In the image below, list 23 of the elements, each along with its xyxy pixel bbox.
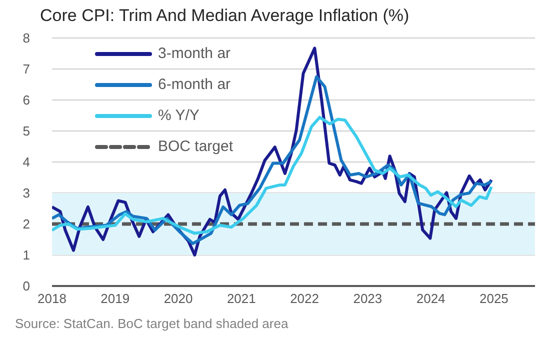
- y-tick-label: 1: [22, 248, 30, 263]
- x-tick-label: 2020: [164, 291, 193, 306]
- x-tick-label: 2022: [290, 291, 320, 306]
- legend-label: % Y/Y: [158, 107, 200, 124]
- legend-label: BOC target: [158, 138, 234, 155]
- x-tick-label: 2021: [226, 291, 256, 306]
- y-tick-label: 5: [22, 124, 30, 139]
- y-tick-label: 0: [22, 278, 30, 294]
- y-tick-label: 8: [22, 30, 30, 46]
- source-note: Source: StatCan. BoC target band shaded area: [15, 316, 288, 331]
- x-tick-label: 2018: [38, 291, 66, 306]
- legend-label: 3-month ar: [158, 45, 231, 62]
- x-tick-label: 2025: [480, 291, 508, 306]
- y-tick-label: 7: [22, 62, 30, 77]
- y-tick-label: 4: [22, 154, 30, 170]
- x-tick-label: 2024: [416, 291, 446, 306]
- chart-title: Core CPI: Trim And Median Average Inflation (%): [40, 6, 410, 26]
- y-tick-label: 6: [22, 92, 30, 108]
- x-tick-label: 2019: [100, 291, 130, 306]
- y-tick-label: 3: [22, 186, 30, 201]
- legend-label: 6-month ar: [158, 76, 231, 93]
- y-tick-label: 2: [22, 216, 30, 232]
- x-tick-label: 2023: [353, 291, 382, 306]
